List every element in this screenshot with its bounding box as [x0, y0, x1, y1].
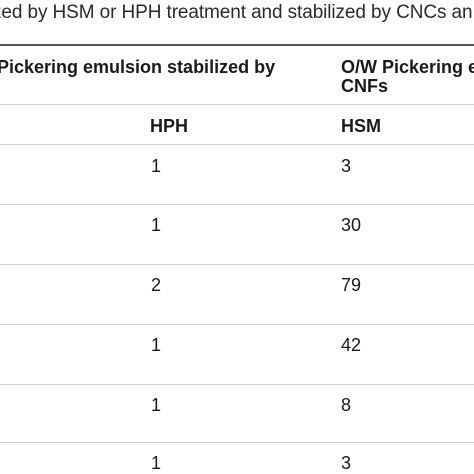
- header-divider: [0, 104, 474, 105]
- cell-hph: 1: [151, 156, 162, 176]
- cell-hsm: 30: [341, 215, 362, 235]
- cell-hsm: 3: [341, 453, 352, 473]
- row-divider: [0, 324, 474, 325]
- row-divider: [0, 442, 474, 443]
- cell-hsm: 3: [341, 156, 352, 176]
- cell-hph: 1: [151, 395, 162, 415]
- header-group-cncs: Pickering emulsion stabilized by: [0, 57, 276, 77]
- row-divider: [0, 384, 474, 385]
- row-divider: [0, 264, 474, 265]
- subheader-hsm: HSM: [341, 116, 381, 136]
- table-caption: zed by HSM or HPH treatment and stabiliz…: [0, 2, 473, 23]
- header-group-cnfs-line1: O/W Pickering e: [341, 57, 474, 77]
- table-top-rule: [0, 44, 474, 46]
- row-divider: [0, 204, 474, 205]
- header-group-cnfs-line2: CNFs: [341, 76, 389, 96]
- cell-hph: 1: [151, 335, 162, 355]
- cell-hph: 1: [151, 453, 162, 473]
- cell-hph: 2: [151, 275, 162, 295]
- subheader-hph: HPH: [150, 116, 189, 136]
- cell-hph: 1: [151, 215, 162, 235]
- cell-hsm: 8: [341, 395, 352, 415]
- cell-hsm: 42: [341, 335, 362, 355]
- cell-hsm: 79: [341, 275, 362, 295]
- subheader-divider: [0, 144, 474, 145]
